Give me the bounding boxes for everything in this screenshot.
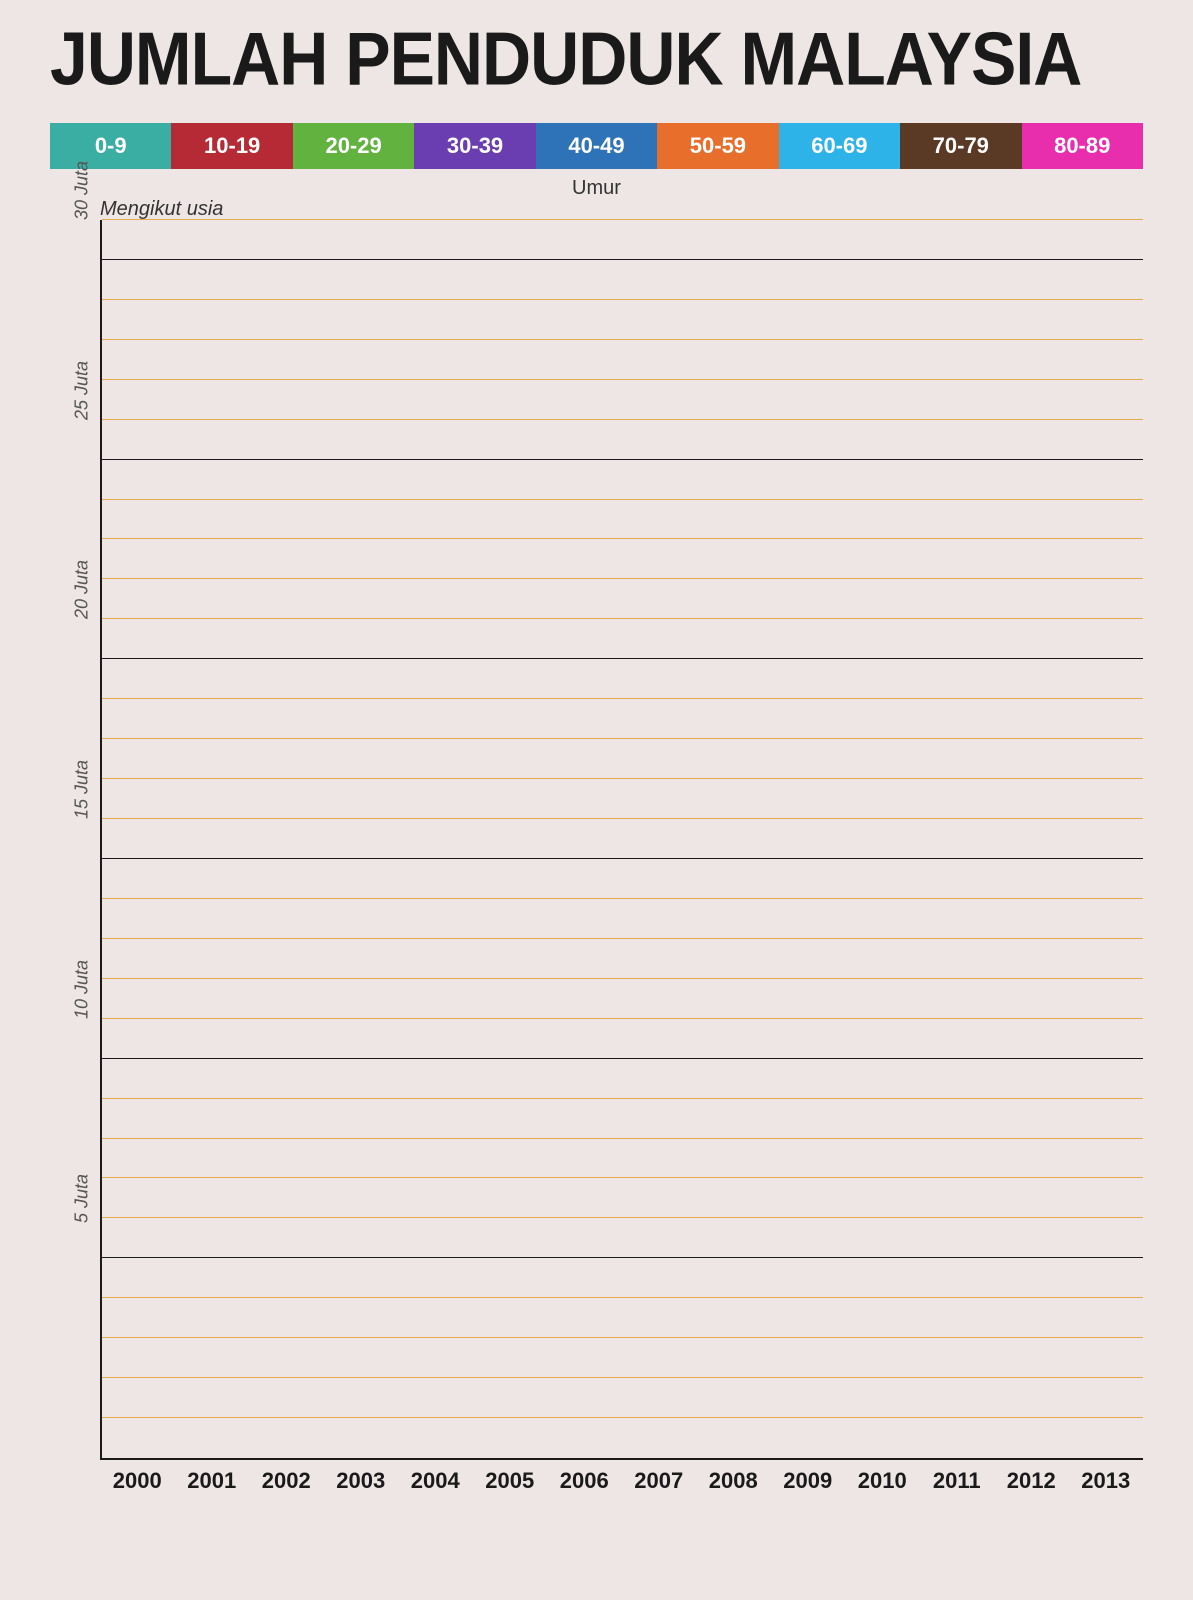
x-axis-label: 2013 <box>1075 1468 1138 1494</box>
gridline <box>102 1018 1143 1019</box>
gridline <box>102 978 1143 979</box>
x-axis-label: 2007 <box>628 1468 691 1494</box>
x-axis-labels: 2000 2001 2002 2003 2004 2005 2006 2007 2008 2009… <box>100 1468 1143 1494</box>
gridline <box>102 1377 1143 1378</box>
legend-item: 30-39 <box>414 123 535 169</box>
gridline <box>102 459 1143 460</box>
x-axis-label: 2009 <box>777 1468 840 1494</box>
plot-area: 5 Juta10 Juta15 Juta20 Juta25 Juta30 Jut… <box>100 220 1143 1460</box>
gridline <box>102 698 1143 699</box>
gridline <box>102 499 1143 500</box>
gridline <box>102 1138 1143 1139</box>
x-axis-label: 2003 <box>330 1468 393 1494</box>
y-axis-label: 5 Juta <box>72 1174 93 1223</box>
gridline <box>102 1217 1143 1218</box>
x-axis-label: 2012 <box>1000 1468 1063 1494</box>
gridline <box>102 219 1143 220</box>
gridline <box>102 379 1143 380</box>
x-axis-label: 2000 <box>106 1468 169 1494</box>
y-axis-label: 10 Juta <box>72 960 93 1019</box>
gridline <box>102 858 1143 859</box>
gridline <box>102 1098 1143 1099</box>
y-axis-label: 30 Juta <box>72 161 93 220</box>
y-axis-label: 20 Juta <box>72 560 93 619</box>
x-axis-label: 2008 <box>702 1468 765 1494</box>
x-axis-label: 2004 <box>404 1468 467 1494</box>
gridline <box>102 259 1143 260</box>
gridline <box>102 1417 1143 1418</box>
legend-item: 40-49 <box>536 123 657 169</box>
x-axis-label: 2010 <box>851 1468 914 1494</box>
legend: 0-910-1920-2930-3940-4950-5960-6970-7980… <box>50 123 1143 169</box>
gridline <box>102 898 1143 899</box>
gridline <box>102 419 1143 420</box>
gridline <box>102 618 1143 619</box>
legend-item: 50-59 <box>657 123 778 169</box>
gridline <box>102 1337 1143 1338</box>
x-axis-label: 2006 <box>553 1468 616 1494</box>
gridline <box>102 938 1143 939</box>
gridline <box>102 538 1143 539</box>
gridline <box>102 578 1143 579</box>
chart-area: Mengikut usia 5 Juta10 Juta15 Juta20 Jut… <box>100 220 1143 1494</box>
gridline <box>102 738 1143 739</box>
y-axis-label: 25 Juta <box>72 361 93 420</box>
gridline <box>102 1177 1143 1178</box>
x-axis-label: 2001 <box>181 1468 244 1494</box>
gridline <box>102 1297 1143 1298</box>
gridline <box>102 1257 1143 1258</box>
x-axis-label: 2011 <box>926 1468 989 1494</box>
legend-caption: Umur <box>30 177 1163 200</box>
gridline <box>102 299 1143 300</box>
bars-container <box>102 220 1143 1458</box>
legend-item: 10-19 <box>171 123 292 169</box>
legend-item: 20-29 <box>293 123 414 169</box>
legend-item: 0-9 <box>50 123 171 169</box>
gridline <box>102 339 1143 340</box>
legend-item: 60-69 <box>779 123 900 169</box>
gridline <box>102 658 1143 659</box>
gridline <box>102 818 1143 819</box>
gridline <box>102 778 1143 779</box>
y-subtitle: Mengikut usia <box>100 198 223 221</box>
y-axis-label: 15 Juta <box>72 760 93 819</box>
x-axis-label: 2005 <box>479 1468 542 1494</box>
x-axis-label: 2002 <box>255 1468 318 1494</box>
legend-item: 80-89 <box>1022 123 1143 169</box>
legend-item: 70-79 <box>900 123 1021 169</box>
chart-title: JUMLAH PENDUDUK MALAYSIA <box>50 16 1163 102</box>
gridline <box>102 1058 1143 1059</box>
